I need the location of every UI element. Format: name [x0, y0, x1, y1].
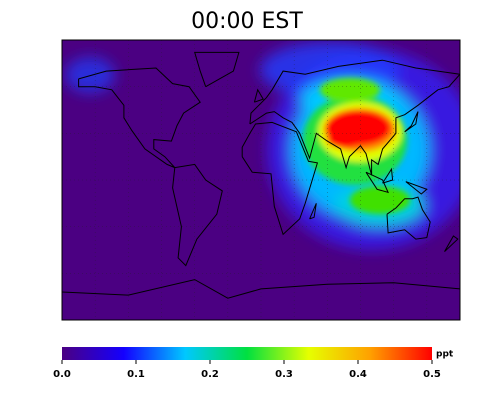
colorbar	[62, 347, 432, 360]
coastline	[253, 88, 264, 103]
coastline	[78, 67, 201, 169]
colorbar-tick-label: 0.3	[275, 369, 293, 380]
coastline	[194, 51, 240, 88]
map-area	[62, 40, 460, 320]
coastline	[172, 163, 223, 267]
colorbar-unit: ppt	[436, 350, 454, 360]
map-title: 00:00 EST	[191, 9, 303, 34]
colorbar-tick-label: 0.0	[53, 369, 71, 380]
colorbar-ticks: 0.0 0.1 0.2 0.3 0.4 0.5	[53, 360, 441, 380]
coastline	[365, 171, 389, 194]
colorbar-tick-label: 0.2	[201, 369, 219, 380]
coastline	[241, 121, 319, 236]
coastline	[62, 279, 460, 299]
coastline	[309, 203, 317, 220]
coastline	[404, 111, 419, 133]
coastline	[382, 167, 394, 184]
coastlines	[62, 51, 460, 299]
coastline	[405, 181, 428, 195]
concentration-core	[303, 78, 410, 214]
coastline	[249, 59, 460, 176]
coastline	[444, 235, 459, 252]
colorbar-tick-label: 0.4	[349, 369, 367, 380]
map-frame	[61, 39, 461, 321]
colorbar-tick-label: 0.1	[127, 369, 145, 380]
graticule	[62, 40, 460, 320]
colorbar-tick-label: 0.5	[423, 369, 441, 380]
coastline	[386, 196, 431, 240]
